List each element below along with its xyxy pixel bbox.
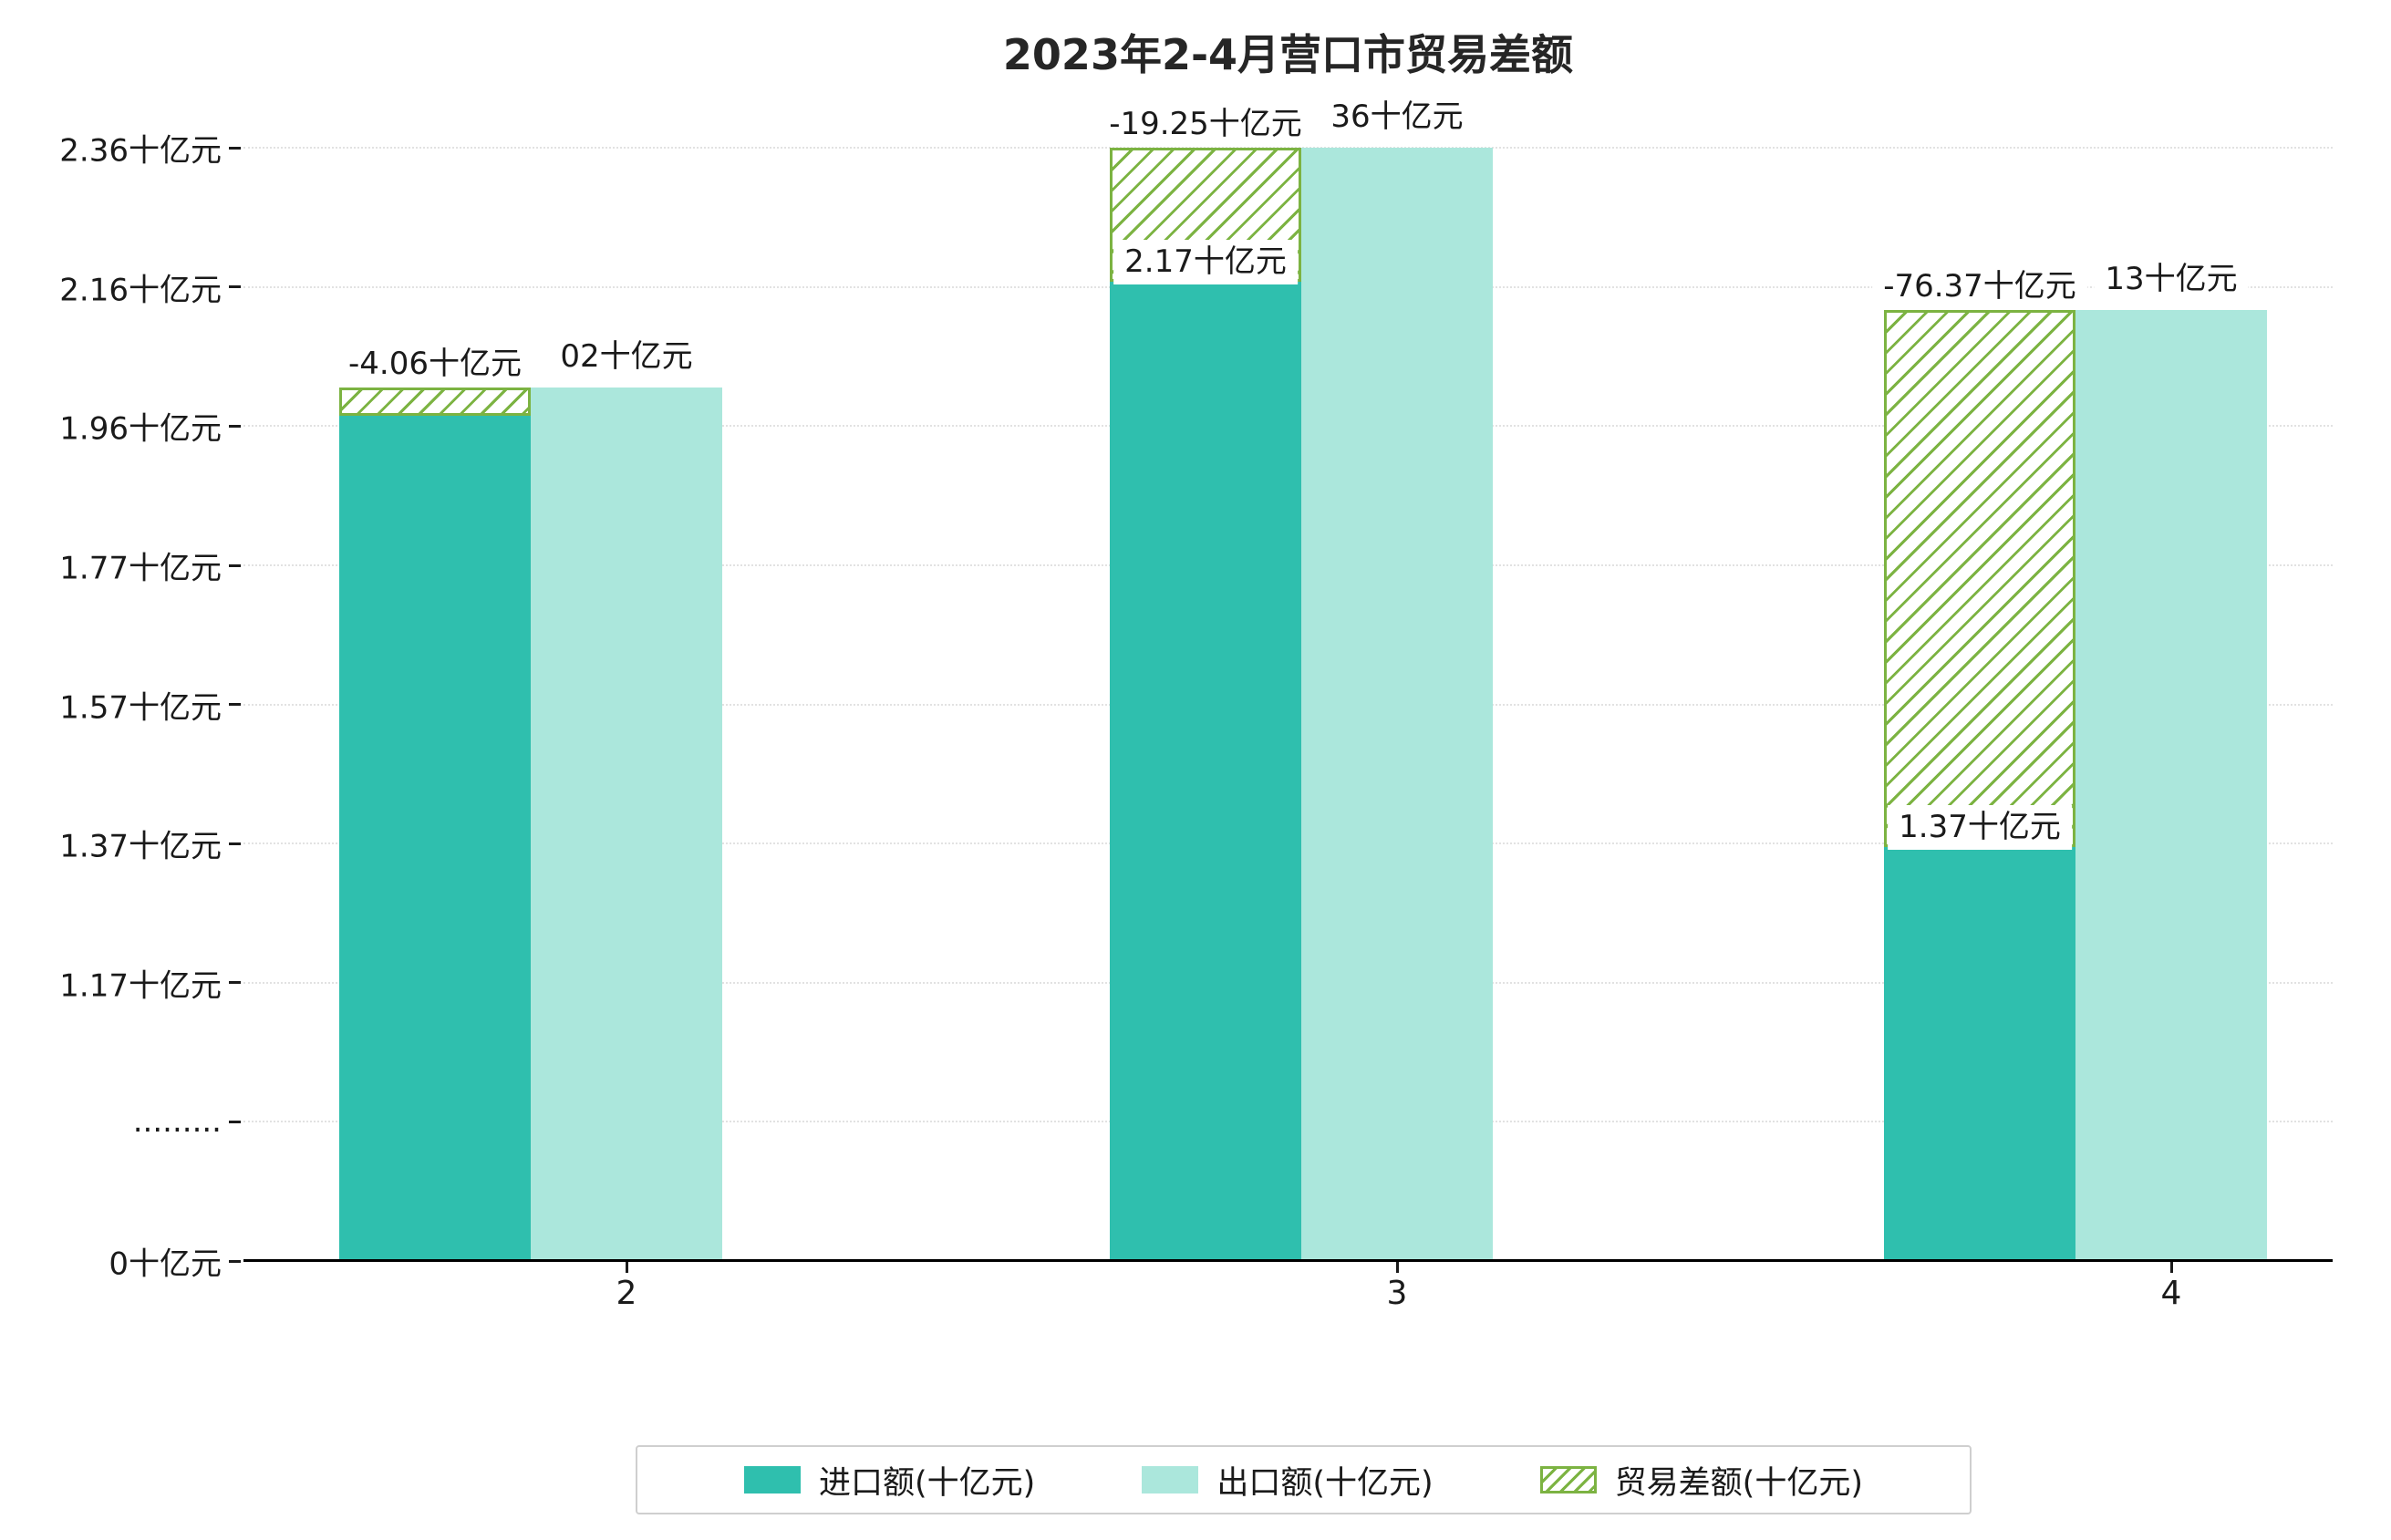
trade-balance-bar: [1884, 310, 2075, 847]
legend-item-balance: 贸易差额(十亿元): [1539, 1457, 1863, 1504]
legend-label-balance: 贸易差额(十亿元): [1614, 1464, 1863, 1502]
y-tick-mark: [229, 981, 241, 985]
y-tick-mark: [229, 703, 241, 707]
y-tick-mark: [229, 842, 241, 845]
trade-balance-value-label: -76.37十亿元: [1872, 264, 2087, 310]
y-axis-tick-label: 0十亿元: [109, 1245, 222, 1283]
legend-swatch-balance-hatch-icon: [1539, 1466, 1597, 1493]
y-tick-mark: [229, 146, 241, 150]
x-tick-mark: [625, 1262, 628, 1273]
legend-swatch-import: [744, 1466, 802, 1493]
legend-label-import: 进口额(十亿元): [819, 1464, 1036, 1502]
x-axis-line: [243, 1259, 2333, 1262]
y-axis-tick-label: 1.37十亿元: [59, 828, 222, 865]
legend: 进口额(十亿元) 出口额(十亿元) 贸易差额(十亿元): [636, 1445, 1972, 1514]
trade-balance-value-label: -19.25十亿元: [1098, 102, 1313, 148]
y-axis-tick-label: 2.36十亿元: [59, 132, 222, 170]
export-bar: [2075, 310, 2267, 1261]
export-value-label: 36十亿元: [1320, 95, 1475, 140]
x-tick-mark: [1395, 1262, 1399, 1273]
x-axis-tick-label: 2: [616, 1275, 637, 1312]
import-bar: [1110, 282, 1301, 1261]
export-value-label: 02十亿元: [549, 335, 704, 380]
x-tick-mark: [2169, 1262, 2173, 1273]
y-axis-tick-label: 1.57十亿元: [59, 689, 222, 727]
legend-swatch-export: [1142, 1466, 1199, 1493]
trade-balance-value-label: -4.06十亿元: [337, 342, 533, 388]
y-axis-tick-label: 1.96十亿元: [59, 410, 222, 448]
import-bar: [339, 416, 531, 1261]
x-axis-tick-label: 4: [2160, 1275, 2182, 1312]
import-value-label: 1.37十亿元: [1888, 804, 2072, 850]
y-axis-tick-label: .........: [132, 1103, 222, 1141]
x-axis-tick-label: 3: [1386, 1275, 1408, 1312]
y-tick-mark: [229, 1120, 241, 1123]
export-bar: [531, 388, 722, 1261]
y-tick-mark: [229, 1259, 241, 1263]
chart-title: 2023年2-4月营口市贸易差额: [1002, 30, 1574, 79]
y-tick-mark: [229, 285, 241, 289]
y-axis-tick-label: 1.77十亿元: [59, 550, 222, 587]
y-tick-mark: [229, 563, 241, 567]
import-value-label: 2.17十亿元: [1113, 240, 1298, 285]
legend-label-export: 出口额(十亿元): [1216, 1464, 1434, 1502]
import-bar: [1884, 846, 2075, 1261]
y-axis-tick-label: 2.16十亿元: [59, 272, 222, 309]
export-value-label: 13十亿元: [2094, 257, 2249, 303]
export-bar: [1301, 148, 1493, 1261]
legend-item-export: 出口额(十亿元): [1142, 1457, 1434, 1504]
y-axis-tick-label: 1.17十亿元: [59, 967, 222, 1005]
trade-balance-bar: [339, 388, 531, 417]
y-tick-mark: [229, 424, 241, 428]
legend-item-import: 进口额(十亿元): [744, 1457, 1035, 1504]
